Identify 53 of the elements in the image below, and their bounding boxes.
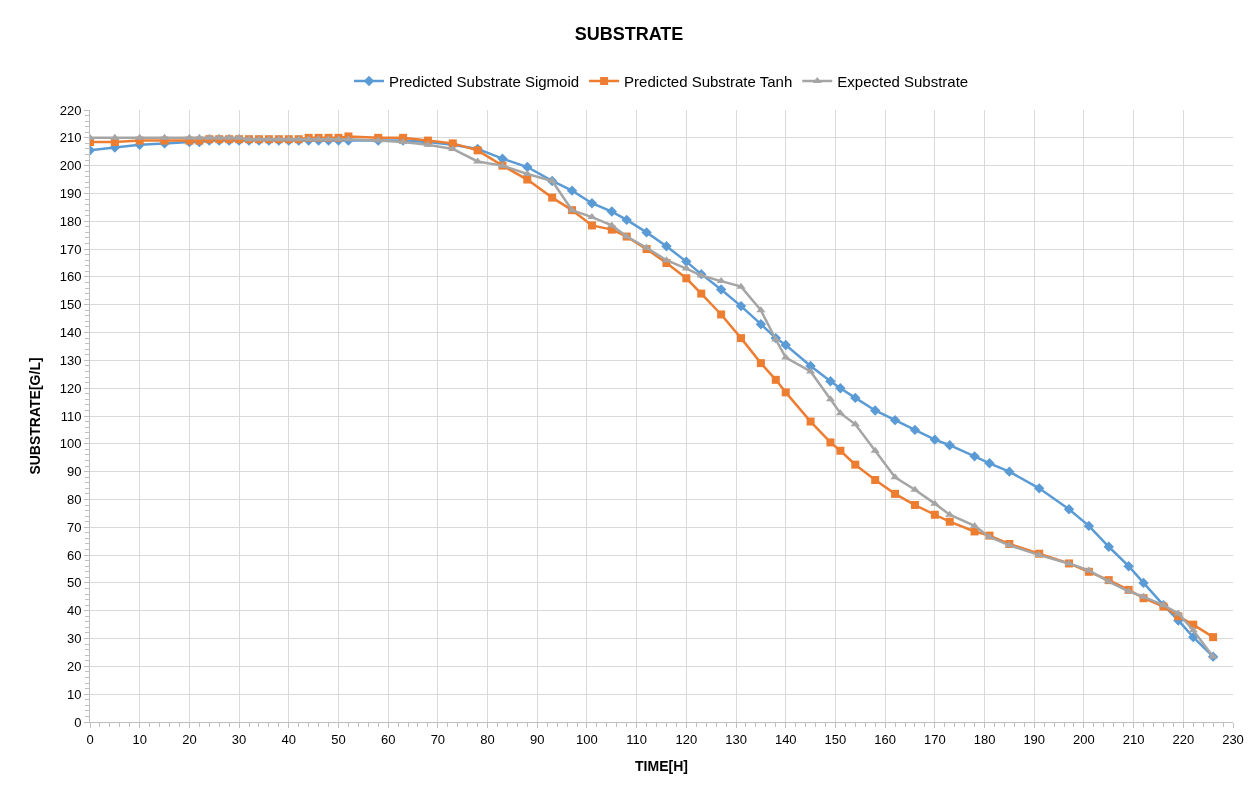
y-tick-label: 200 — [59, 158, 82, 174]
y-tick-label: 40 — [66, 603, 82, 619]
legend-label: Expected Substrate — [837, 72, 969, 90]
x-tick-label: 60 — [380, 731, 396, 747]
chart-title: SUBSTRATE — [574, 24, 684, 45]
x-tick-label: 210 — [1122, 731, 1145, 747]
y-tick-label: 90 — [66, 464, 82, 480]
y-tick-label: 160 — [59, 269, 82, 285]
x-tick-label: 20 — [182, 731, 197, 747]
y-tick-label: 0 — [74, 714, 82, 730]
x-tick-label: 200 — [1073, 731, 1095, 747]
y-tick-label: 140 — [59, 325, 82, 341]
x-tick-label: 80 — [480, 731, 495, 747]
x-tick-label: 140 — [774, 731, 797, 747]
x-tick-label: 100 — [576, 731, 598, 747]
x-tick-label: 170 — [923, 731, 946, 747]
x-tick-label: 110 — [626, 731, 648, 747]
y-tick-label: 190 — [59, 186, 82, 201]
x-tick-label: 50 — [331, 731, 346, 747]
x-tick-label: 120 — [675, 731, 698, 747]
y-tick-label: 70 — [66, 519, 82, 535]
y-tick-label: 210 — [59, 130, 82, 146]
x-tick-label: 220 — [1172, 731, 1195, 747]
y-tick-label: 110 — [60, 408, 82, 424]
x-tick-label: 70 — [430, 731, 446, 747]
x-tick-label: 180 — [973, 731, 996, 747]
y-tick-label: 50 — [66, 575, 82, 591]
x-axis-title: TIME[H] — [635, 757, 688, 774]
y-tick-label: 100 — [59, 436, 82, 452]
x-tick-label: 160 — [874, 731, 896, 747]
y-tick-label: 150 — [59, 297, 82, 313]
y-tick-label: 220 — [59, 102, 82, 118]
x-tick-label: 40 — [281, 731, 297, 747]
legend-label: Predicted Substrate Tanh — [624, 72, 793, 90]
y-tick-label: 20 — [66, 658, 82, 674]
x-tick-label: 230 — [1222, 731, 1244, 747]
y-tick-label: 170 — [59, 241, 82, 257]
x-tick-label: 130 — [725, 731, 747, 747]
legend-label: Predicted Substrate Sigmoid — [389, 72, 580, 90]
y-axis-title: SUBSTRATE[G/L] — [27, 357, 44, 475]
y-tick-label: 60 — [66, 547, 82, 563]
y-tick-label: 180 — [59, 213, 82, 229]
y-tick-label: 120 — [59, 380, 82, 396]
y-tick-label: 10 — [66, 686, 82, 702]
y-tick-label: 130 — [59, 352, 82, 368]
y-tick-label: 80 — [66, 492, 82, 507]
y-tick-label: 30 — [66, 631, 82, 647]
x-tick-label: 10 — [132, 731, 147, 747]
x-tick-label: 90 — [530, 731, 545, 747]
x-tick-label: 30 — [231, 731, 247, 747]
x-tick-label: 190 — [1023, 731, 1046, 747]
x-tick-label: 0 — [86, 731, 94, 747]
x-tick-label: 150 — [824, 731, 847, 747]
